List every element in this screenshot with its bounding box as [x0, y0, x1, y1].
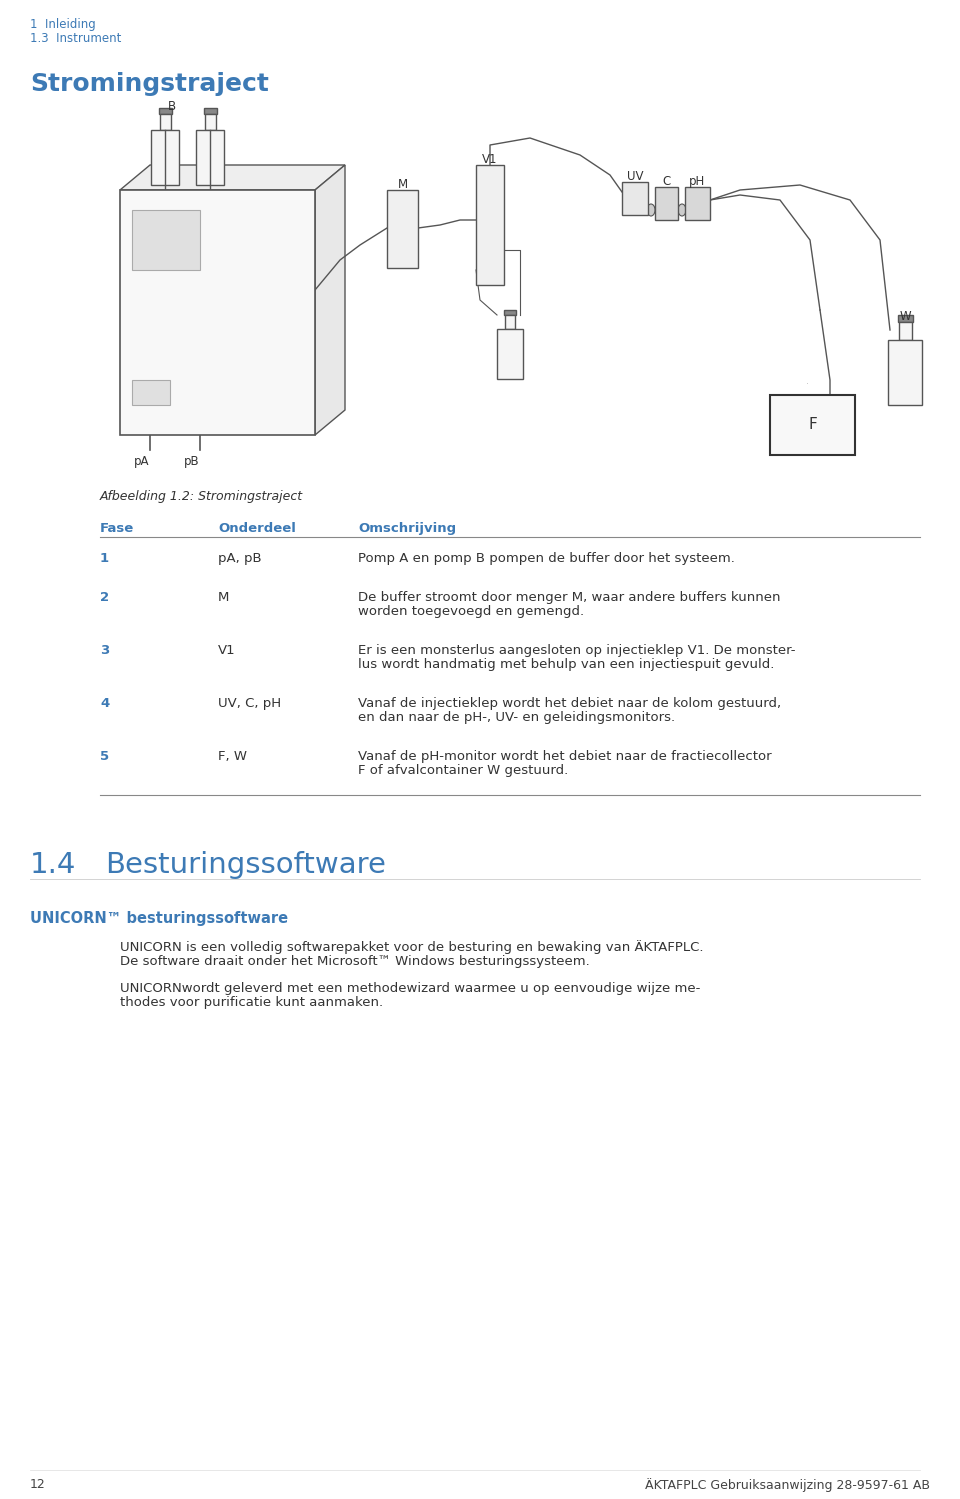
- Polygon shape: [120, 165, 345, 190]
- Text: M: M: [218, 591, 229, 604]
- FancyBboxPatch shape: [204, 114, 215, 130]
- Text: F of afvalcontainer W gestuurd.: F of afvalcontainer W gestuurd.: [358, 764, 568, 776]
- Text: UNICORN™ besturingssoftware: UNICORN™ besturingssoftware: [30, 910, 288, 925]
- FancyBboxPatch shape: [196, 130, 224, 184]
- FancyBboxPatch shape: [504, 310, 516, 315]
- Circle shape: [398, 205, 406, 214]
- Text: Besturingssoftware: Besturingssoftware: [105, 850, 386, 878]
- Text: 3: 3: [100, 643, 109, 657]
- Text: F: F: [808, 417, 817, 432]
- Text: en dan naar de pH-, UV- en geleidingsmonitors.: en dan naar de pH-, UV- en geleidingsmon…: [358, 711, 675, 724]
- FancyBboxPatch shape: [505, 315, 515, 328]
- Text: lus wordt handmatig met behulp van een injectiespuit gevuld.: lus wordt handmatig met behulp van een i…: [358, 658, 775, 672]
- Text: UNICORN is een volledig softwarepakket voor de besturing en bewaking van ÄKTAFPL: UNICORN is een volledig softwarepakket v…: [120, 940, 704, 955]
- Circle shape: [398, 244, 406, 252]
- FancyBboxPatch shape: [497, 328, 523, 379]
- FancyBboxPatch shape: [158, 108, 172, 114]
- Text: Er is een monsterlus aangesloten op injectieklep V1. De monster-: Er is een monsterlus aangesloten op inje…: [358, 643, 796, 657]
- Circle shape: [212, 237, 248, 273]
- Text: Vanaf de pH-monitor wordt het debiet naar de fractiecollector: Vanaf de pH-monitor wordt het debiet naa…: [358, 750, 772, 763]
- Ellipse shape: [678, 204, 686, 216]
- FancyBboxPatch shape: [622, 181, 648, 214]
- FancyBboxPatch shape: [770, 396, 855, 456]
- Text: F, W: F, W: [218, 750, 247, 763]
- Text: 1  Inleiding: 1 Inleiding: [30, 18, 96, 31]
- Text: Stromingstraject: Stromingstraject: [30, 72, 269, 96]
- Text: 5: 5: [100, 750, 109, 763]
- Text: pA: pA: [134, 456, 150, 468]
- Text: UV, C, pH: UV, C, pH: [218, 697, 281, 709]
- Text: 1.4: 1.4: [30, 850, 77, 878]
- Text: 2: 2: [100, 591, 109, 604]
- Text: Vanaf de injectieklep wordt het debiet naar de kolom gestuurd,: Vanaf de injectieklep wordt het debiet n…: [358, 697, 781, 709]
- FancyBboxPatch shape: [204, 108, 217, 114]
- Text: UV: UV: [627, 169, 643, 183]
- FancyBboxPatch shape: [476, 165, 504, 285]
- Text: W: W: [900, 310, 911, 322]
- FancyBboxPatch shape: [132, 381, 170, 405]
- FancyBboxPatch shape: [899, 322, 911, 340]
- Text: 1.3  Instrument: 1.3 Instrument: [30, 31, 121, 45]
- FancyBboxPatch shape: [685, 187, 710, 220]
- FancyBboxPatch shape: [151, 130, 179, 184]
- Text: Omschrijving: Omschrijving: [358, 522, 456, 535]
- Polygon shape: [315, 165, 345, 435]
- Text: Afbeelding 1.2: Stromingstraject: Afbeelding 1.2: Stromingstraject: [100, 490, 303, 504]
- FancyBboxPatch shape: [120, 190, 315, 435]
- Text: 4: 4: [100, 697, 109, 709]
- FancyBboxPatch shape: [159, 114, 171, 130]
- FancyBboxPatch shape: [387, 190, 418, 268]
- Text: Pomp A en pomp B pompen de buffer door het systeem.: Pomp A en pomp B pompen de buffer door h…: [358, 552, 734, 565]
- Text: B: B: [168, 100, 176, 112]
- Circle shape: [398, 226, 406, 234]
- Text: UNICORNwordt geleverd met een methodewizard waarmee u op eenvoudige wijze me-: UNICORNwordt geleverd met een methodewiz…: [120, 982, 701, 994]
- Circle shape: [200, 225, 260, 285]
- Text: pH: pH: [689, 175, 706, 187]
- Text: 12: 12: [30, 1478, 46, 1492]
- Text: Fase: Fase: [100, 522, 134, 535]
- Text: thodes voor purificatie kunt aanmaken.: thodes voor purificatie kunt aanmaken.: [120, 995, 383, 1009]
- Text: ÄKTAFPLC Gebruiksaanwijzing 28-9597-61 AB: ÄKTAFPLC Gebruiksaanwijzing 28-9597-61 A…: [645, 1478, 930, 1492]
- FancyBboxPatch shape: [898, 315, 913, 322]
- Text: M: M: [397, 178, 408, 190]
- FancyBboxPatch shape: [888, 340, 922, 405]
- Text: pA, pB: pA, pB: [218, 552, 262, 565]
- Text: De buffer stroomt door menger M, waar andere buffers kunnen: De buffer stroomt door menger M, waar an…: [358, 591, 780, 604]
- Text: Onderdeel: Onderdeel: [218, 522, 296, 535]
- Text: V1: V1: [218, 643, 235, 657]
- Text: De software draait onder het Microsoft™ Windows besturingssysteem.: De software draait onder het Microsoft™ …: [120, 955, 589, 968]
- Text: 1: 1: [100, 552, 109, 565]
- FancyBboxPatch shape: [132, 210, 200, 270]
- Text: pB: pB: [184, 456, 200, 468]
- Text: V1: V1: [482, 153, 497, 166]
- Text: worden toegevoegd en gemengd.: worden toegevoegd en gemengd.: [358, 606, 584, 618]
- Text: C: C: [662, 175, 671, 187]
- Ellipse shape: [647, 204, 655, 216]
- FancyBboxPatch shape: [655, 187, 678, 220]
